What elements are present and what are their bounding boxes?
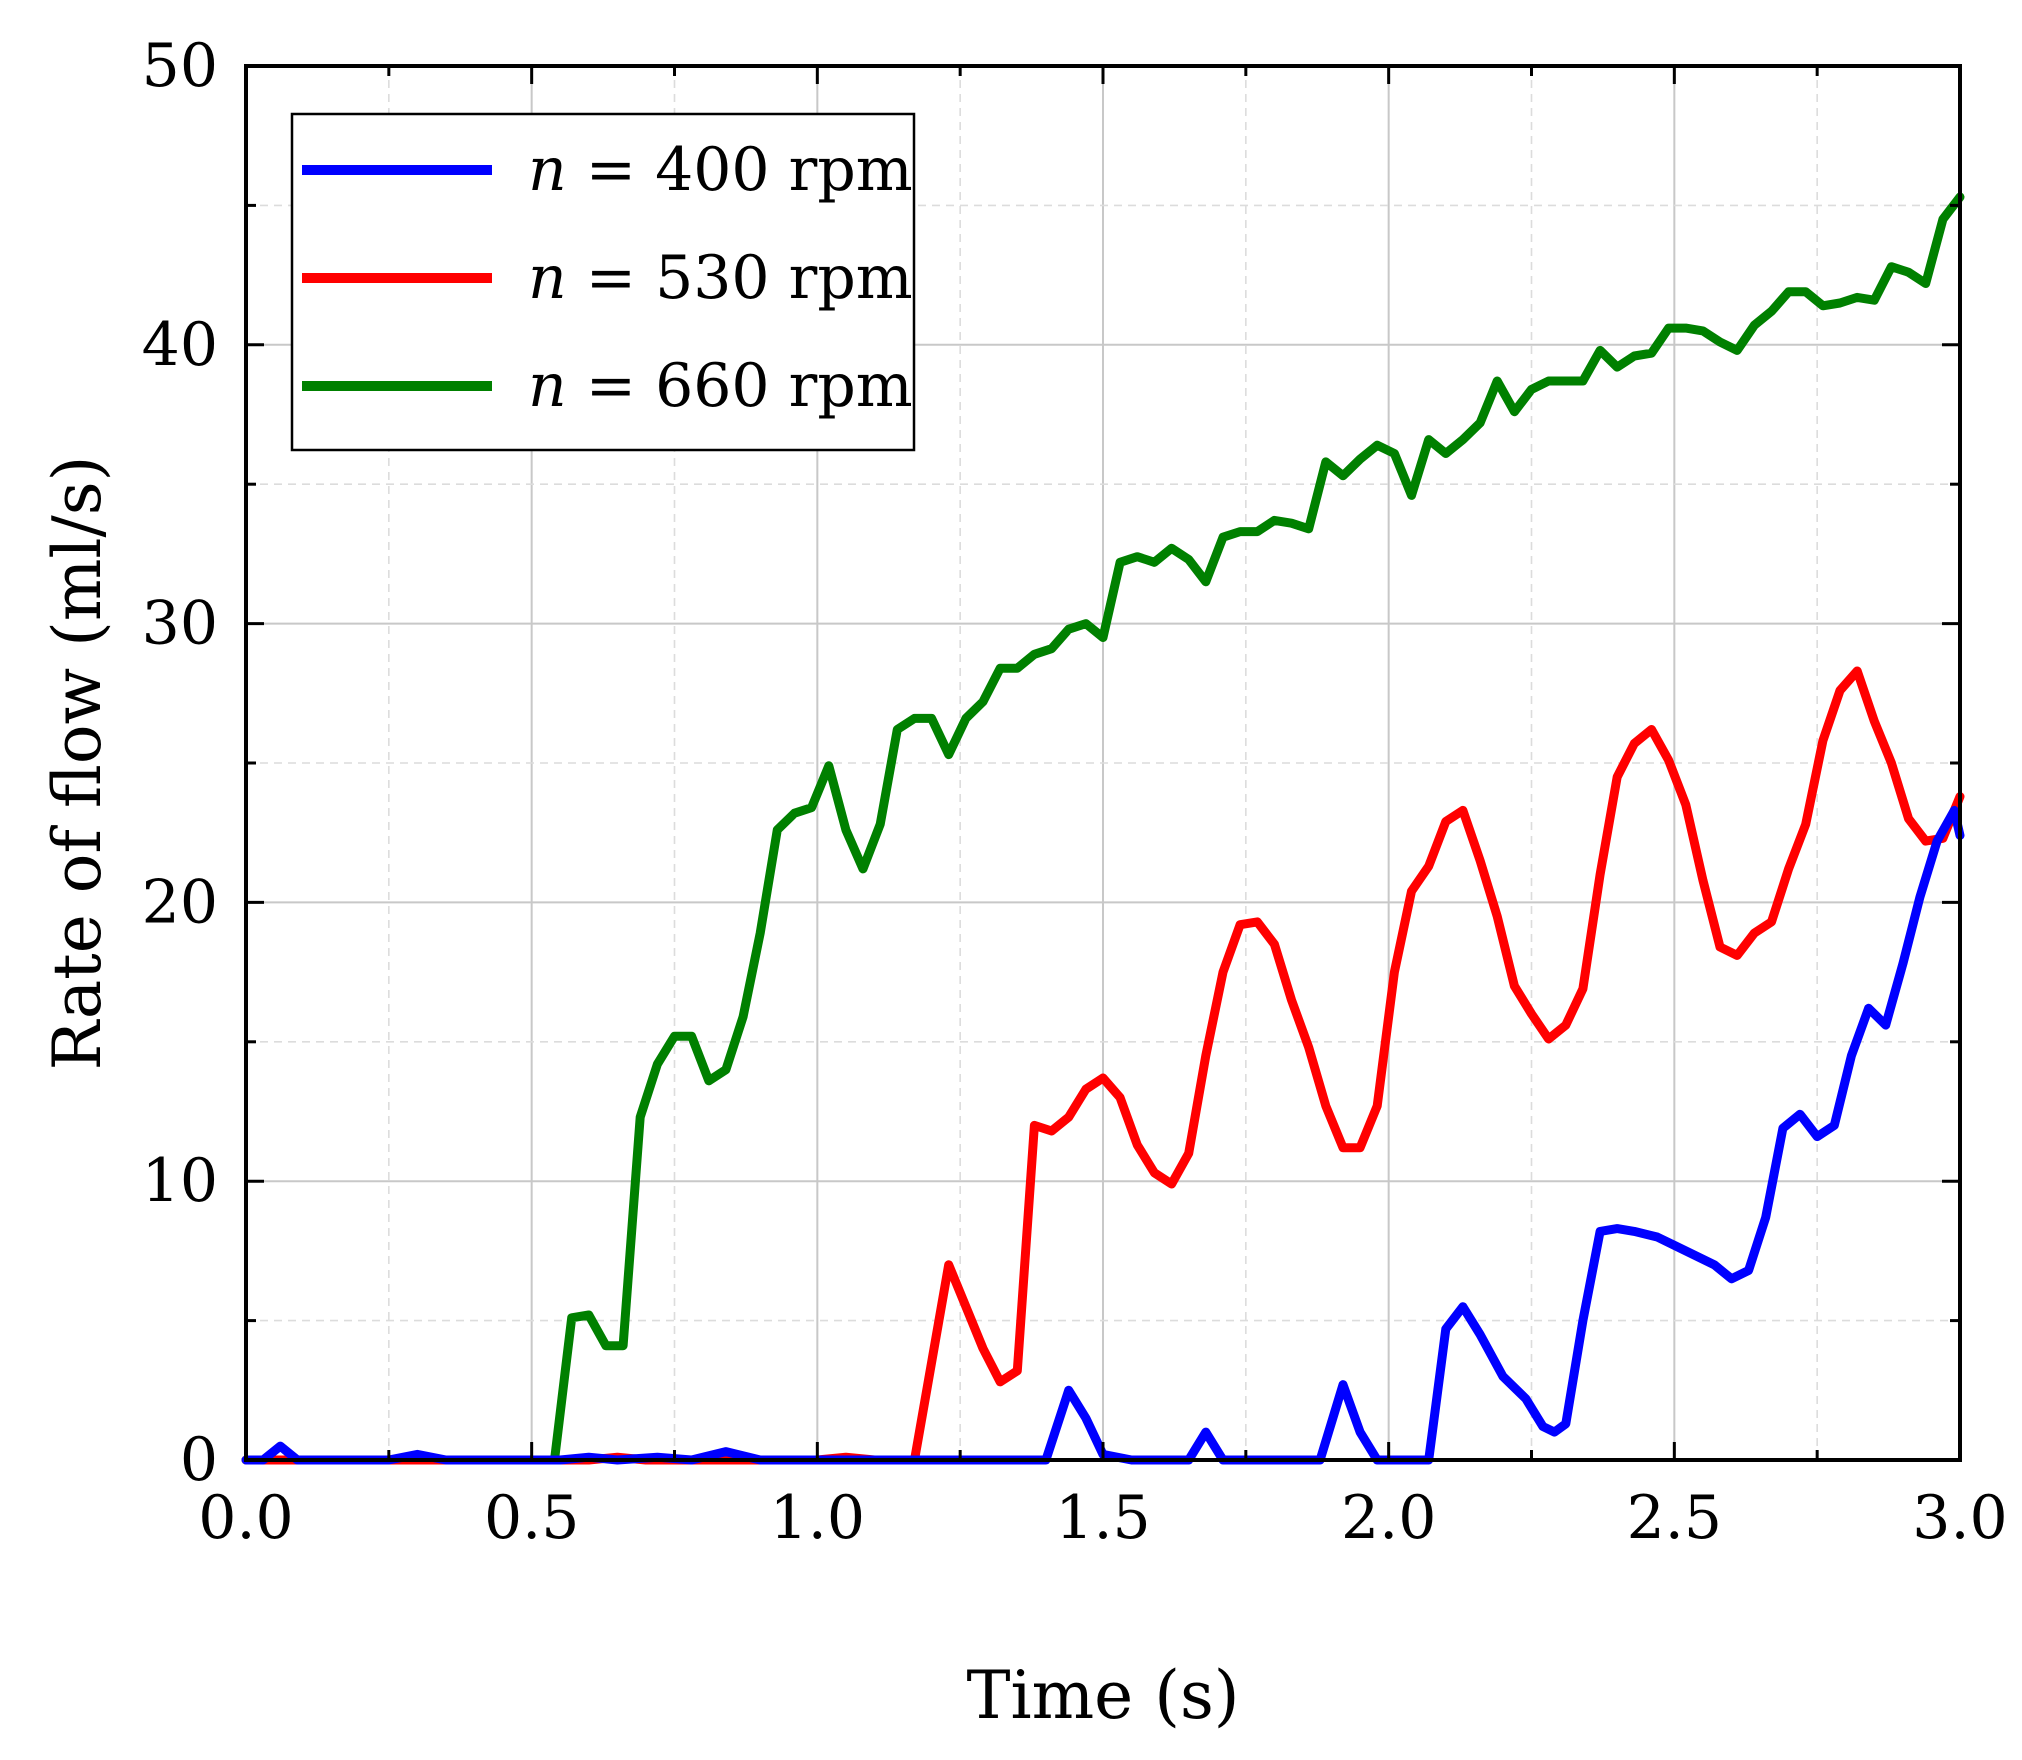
y-axis-label: Rate of flow (ml/s) xyxy=(39,456,116,1071)
legend-label-1: n = 530 rpm xyxy=(528,243,913,313)
x-axis-label: Time (s) xyxy=(966,1657,1239,1734)
legend-value: = 660 rpm xyxy=(567,351,913,421)
legend-symbol: n xyxy=(528,135,567,205)
series-line-1 xyxy=(241,666,1965,1465)
x-tick-label: 0.5 xyxy=(484,1483,579,1553)
y-tick-label: 30 xyxy=(142,589,218,659)
legend-symbol: n xyxy=(528,243,567,313)
x-tick-label: 0.0 xyxy=(198,1483,293,1553)
series-line-2 xyxy=(241,192,1965,1465)
x-tick-label: 2.0 xyxy=(1341,1483,1436,1553)
tick-labels: 0.0 0.5 1.0 1.5 2.0 2.5 3.0 0 10 20 30 40 50 xyxy=(142,31,2008,1553)
x-tick-label: 2.5 xyxy=(1627,1483,1722,1553)
y-tick-label: 50 xyxy=(142,31,218,101)
legend-label-2: n = 660 rpm xyxy=(528,351,913,421)
y-tick-label: 0 xyxy=(180,1425,218,1495)
y-tick-label: 20 xyxy=(142,867,218,937)
legend-label-0: n = 400 rpm xyxy=(528,135,913,205)
x-tick-label: 1.0 xyxy=(770,1483,865,1553)
x-tick-label: 1.5 xyxy=(1055,1483,1150,1553)
legend-symbol: n xyxy=(528,351,567,421)
y-tick-label: 10 xyxy=(142,1146,218,1216)
y-tick-label: 40 xyxy=(142,310,218,380)
x-tick-label: 3.0 xyxy=(1912,1483,2007,1553)
legend-value: = 530 rpm xyxy=(567,243,913,313)
axis-ticks xyxy=(244,64,1962,1462)
legend-value: = 400 rpm xyxy=(567,135,913,205)
